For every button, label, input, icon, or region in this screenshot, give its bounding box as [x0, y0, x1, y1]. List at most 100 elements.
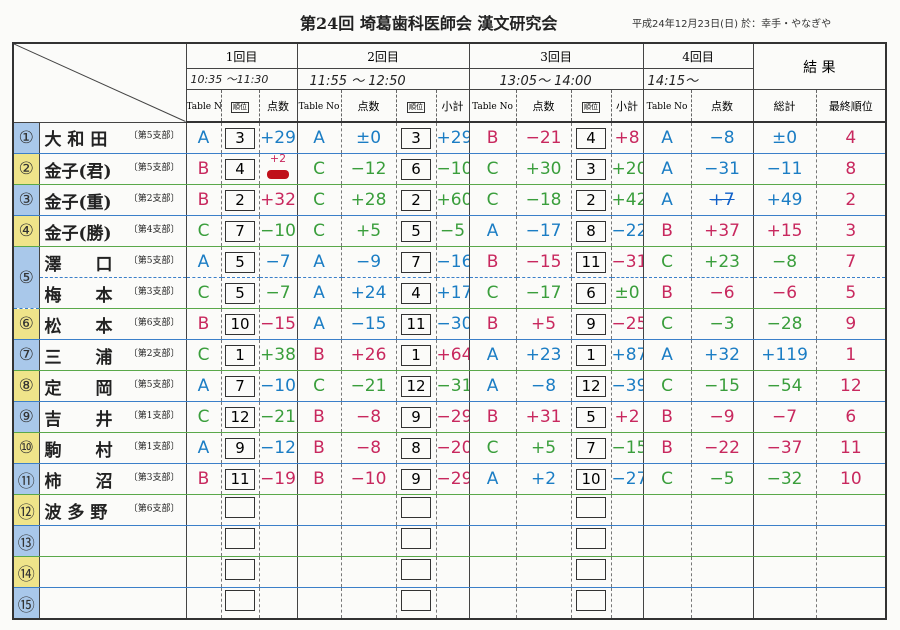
name-text: 澤 口	[44, 254, 113, 275]
r2-table-no: B	[296, 339, 342, 371]
rank-box: 11	[225, 468, 255, 490]
r2-table-no: A	[296, 277, 342, 309]
rank-box: 12	[225, 406, 255, 428]
r3-table-no: A	[468, 339, 517, 371]
r3-table-no: A	[468, 463, 517, 495]
name-text: 三 浦	[44, 347, 113, 368]
row-number: ⑨	[12, 401, 39, 433]
r1-score: +29	[258, 122, 298, 154]
r2-score: +28	[340, 184, 397, 216]
r2-table-no: A	[296, 246, 342, 278]
rank-box: 2	[401, 189, 432, 211]
rank-cell: 9	[570, 308, 612, 340]
branch-label: 〔第6支部〕	[128, 503, 180, 514]
final-rank	[815, 556, 887, 588]
r1-table-no: A	[185, 432, 221, 464]
r3-subtotal: +42	[610, 184, 644, 216]
r1-score	[258, 494, 298, 526]
r1-score	[258, 525, 298, 557]
total-score: ±0	[752, 122, 817, 154]
rank-box: 10	[225, 313, 255, 335]
total-score	[752, 525, 817, 557]
rank-cell	[220, 587, 259, 620]
r4-score: +23	[690, 246, 754, 278]
column-header-score: 点数	[690, 89, 754, 123]
r3-score	[515, 587, 572, 620]
r1-score: −10	[258, 215, 298, 247]
round-2-header: 2回目	[296, 42, 470, 69]
r2-table-no: B	[296, 463, 342, 495]
row-number: ⑤	[12, 246, 39, 309]
rank-box: 2	[225, 189, 255, 211]
participant-name	[38, 556, 186, 588]
column-header-table-no: Table No	[185, 89, 221, 123]
r1-table-no: B	[185, 153, 221, 185]
r3-score	[515, 525, 572, 557]
r3-score: +30	[515, 153, 572, 185]
name-text: 梅 本	[44, 285, 113, 306]
rank-cell: 2	[220, 184, 259, 216]
r3-subtotal	[610, 494, 644, 526]
total-score	[752, 556, 817, 588]
row-number: ④	[12, 215, 39, 247]
r1-table-no: C	[185, 277, 221, 309]
r3-subtotal: −39	[610, 370, 644, 402]
rank-label: 順位	[231, 101, 249, 113]
rank-cell: 3	[570, 153, 612, 185]
branch-label: 〔第1支部〕	[128, 441, 180, 452]
final-rank: 9	[815, 308, 887, 340]
round-3-time: 13:05～ 14:00	[468, 68, 644, 90]
total-score: −7	[752, 401, 817, 433]
r2-score: −8	[340, 401, 397, 433]
r3-score: −15	[515, 246, 572, 278]
branch-label: 〔第6支部〕	[128, 317, 180, 328]
rank-cell: 7	[220, 215, 259, 247]
r1-score	[258, 556, 298, 588]
column-header-subtotal: 小計	[610, 89, 644, 123]
rank-box: 7	[576, 437, 607, 459]
total-score: −54	[752, 370, 817, 402]
participant-name: 吉 井 〔第1支部〕	[38, 401, 186, 433]
r2-subtotal: −29	[435, 401, 470, 433]
r4-score: −3	[690, 308, 754, 340]
r3-score: −17	[515, 277, 572, 309]
column-header-score: 点数	[258, 89, 298, 123]
round-2-time: 11:55 ～ 12:50	[296, 68, 470, 90]
r2-subtotal: −5	[435, 215, 470, 247]
r3-subtotal	[610, 587, 644, 620]
rank-cell: 4	[570, 122, 612, 154]
rank-box	[401, 497, 432, 518]
r2-score: +26	[340, 339, 397, 371]
r3-subtotal: −27	[610, 463, 644, 495]
r2-table-no: B	[296, 401, 342, 433]
participant-name: 金子(重) 〔第2支部〕	[38, 184, 186, 216]
rank-box: 9	[225, 437, 255, 459]
rank-cell: 3	[395, 122, 437, 154]
rank-box: 3	[225, 127, 255, 149]
r2-subtotal: −29	[435, 463, 470, 495]
column-header-score: 点数	[340, 89, 397, 123]
r3-score: +23	[515, 339, 572, 371]
ink-blot-icon	[267, 169, 289, 179]
r3-subtotal: +2	[610, 401, 644, 433]
r1-table-no: B	[185, 308, 221, 340]
row-number: ⑫	[12, 494, 39, 526]
row-number: ⑧	[12, 370, 39, 402]
r3-table-no	[468, 556, 517, 588]
rank-cell: 10	[220, 308, 259, 340]
rank-cell: 5	[220, 277, 259, 309]
branch-label: 〔第5支部〕	[128, 162, 180, 173]
column-header-rank: 順位	[570, 89, 612, 123]
table-row: 梅 本〔第3支部〕 C 5 −7 A +24 4 +17 C −17 6 ±0 B −6 −6 5	[13, 277, 887, 309]
name-text: 金子(勝)	[44, 223, 112, 244]
r3-table-no: B	[468, 122, 517, 154]
r1-table-no	[185, 525, 221, 557]
r2-table-no: C	[296, 153, 342, 185]
final-rank: 8	[815, 153, 887, 185]
rank-cell: 10	[570, 463, 612, 495]
column-header-table-no: Table No	[468, 89, 517, 123]
rank-box	[576, 559, 607, 580]
